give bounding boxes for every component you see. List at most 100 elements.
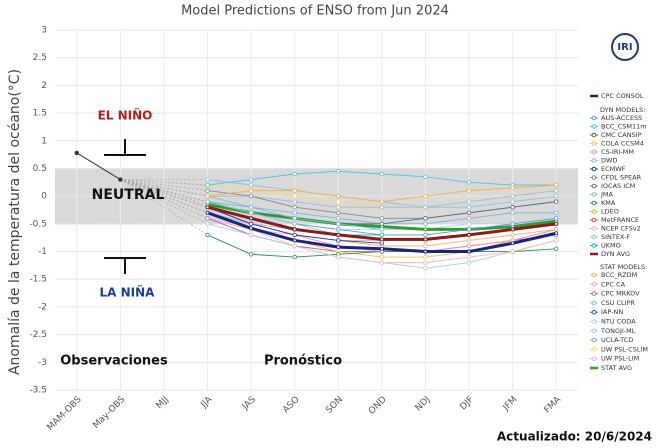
- data-point: [423, 174, 428, 179]
- x-tick-label: FMA: [543, 394, 564, 415]
- legend-label: AUS-ACCESS: [601, 114, 642, 122]
- data-point: [292, 199, 297, 204]
- legend-marker: [591, 291, 597, 296]
- data-point: [423, 221, 428, 227]
- data-point: [336, 199, 341, 204]
- y-tick-label: 0: [41, 192, 47, 202]
- data-point: [510, 205, 515, 210]
- annotation: LA NIÑA: [100, 285, 156, 300]
- data-point: [292, 227, 297, 232]
- data-point: [423, 193, 428, 199]
- legend-label: CMC CANSIP: [601, 131, 642, 139]
- x-tick-label: MAM-OBS: [45, 395, 83, 433]
- y-tick-label: -2.5: [29, 330, 47, 340]
- data-point: [423, 216, 428, 221]
- data-point: [466, 199, 472, 204]
- legend-marker: [591, 132, 597, 138]
- observed-point: [74, 150, 79, 156]
- legend-label: UW PSL-CSLIM: [601, 345, 648, 353]
- y-tick-label: 3: [41, 26, 47, 36]
- x-tick-label: SON: [324, 395, 345, 416]
- data-point: [292, 221, 297, 227]
- data-point: [248, 177, 254, 182]
- legend-label: DYN AVG: [601, 250, 630, 258]
- data-point: [379, 232, 385, 238]
- y-tick-label: 0.5: [33, 164, 47, 174]
- data-point: [248, 193, 254, 199]
- data-point: [466, 210, 472, 215]
- legend-marker: [591, 209, 597, 214]
- x-tick-label: ASO: [281, 395, 301, 415]
- data-point: [379, 205, 385, 210]
- data-point: [205, 232, 210, 238]
- data-point: [510, 221, 515, 227]
- connector: [120, 179, 208, 203]
- data-point: [423, 249, 428, 254]
- data-point: [554, 199, 559, 204]
- legend-marker: [591, 124, 597, 129]
- data-point: [379, 216, 385, 221]
- data-point: [292, 243, 297, 249]
- data-point: [466, 254, 472, 260]
- legend-label: SINTEX-F: [601, 233, 630, 241]
- annotation: Observaciones: [60, 354, 168, 369]
- observed-line: [76, 152, 121, 180]
- data-point: [466, 238, 472, 243]
- data-point: [249, 216, 254, 221]
- data-point: [466, 216, 472, 221]
- data-point: [248, 182, 254, 188]
- data-point: [423, 254, 428, 260]
- data-point: [423, 260, 428, 265]
- data-point: [205, 177, 210, 182]
- data-point: [554, 188, 559, 193]
- data-point: [292, 205, 297, 210]
- connector: [120, 179, 208, 191]
- data-point: [336, 210, 341, 215]
- legend-marker: [591, 166, 597, 172]
- legend-label: LDEO: [601, 208, 619, 216]
- data-point: [292, 232, 297, 238]
- legend-label: MetFRANCE: [601, 216, 639, 224]
- chart-title: Model Predictions of ENSO from Jun 2024: [181, 4, 449, 19]
- legend-label: JMA: [600, 191, 614, 199]
- data-point: [205, 210, 210, 215]
- data-point: [466, 221, 472, 227]
- legend-label: BCC_RZDM: [601, 271, 637, 279]
- data-point: [423, 232, 428, 238]
- data-point: [205, 205, 210, 210]
- legend-marker: [591, 141, 597, 146]
- data-point: [379, 260, 385, 265]
- data-point: [510, 210, 515, 215]
- x-tick-label: NDJ: [414, 395, 433, 414]
- annotation: NEUTRAL: [92, 187, 165, 203]
- legend-label: UCLA-TCD: [601, 336, 633, 344]
- legend-marker: [591, 347, 597, 352]
- data-point: [510, 193, 515, 199]
- y-tick-label: 2: [41, 81, 47, 91]
- annotation-marks: [104, 139, 146, 274]
- data-point: [510, 185, 515, 191]
- legend-label: CS-IRI-MM: [601, 148, 634, 156]
- legend-label: ECMWF: [601, 165, 626, 173]
- legend-marker: [591, 149, 597, 155]
- data-point: [292, 210, 297, 215]
- data-point: [336, 233, 341, 237]
- annotation: Pronóstico: [264, 354, 342, 369]
- legend-marker: [591, 217, 597, 223]
- legend-marker: [591, 192, 597, 197]
- data-point: [205, 216, 210, 221]
- connector: [120, 179, 208, 197]
- data-point: [248, 205, 254, 210]
- data-point: [554, 246, 559, 251]
- data-point: [554, 238, 559, 243]
- data-point: [554, 193, 559, 199]
- data-point: [423, 205, 428, 210]
- y-tick-label: -1.5: [29, 275, 47, 285]
- legend-marker: [591, 243, 597, 248]
- data-point: [466, 260, 472, 265]
- data-point: [423, 227, 428, 232]
- x-tick-label: OND: [367, 395, 389, 417]
- data-point: [379, 227, 385, 232]
- data-point: [423, 265, 428, 271]
